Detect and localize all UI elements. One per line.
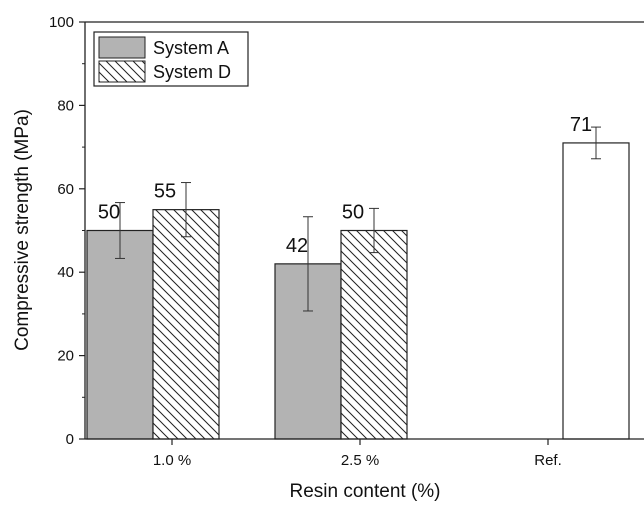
x-axis-title: Resin content (%) [289,481,440,502]
x-tick-label: 1.0 % [153,452,191,469]
bars-layer [86,142,630,440]
axes: 0 20 40 60 80 100 1.0 % 2.5 % Ref. [49,14,644,469]
data-label: 50 [98,202,120,224]
y-tick-label: 60 [57,181,74,198]
bar [86,229,154,440]
y-tick-label: 80 [57,97,74,114]
data-label: 50 [342,202,364,224]
legend-swatch-system-d [98,60,146,83]
data-label: 55 [154,181,176,203]
data-label: 42 [286,235,308,257]
bar [562,142,630,440]
y-axis-title: Compressive strength (MPa) [12,109,33,351]
legend: System A System D [93,31,249,87]
legend-swatch-system-a [98,36,146,59]
error-bars-layer [115,126,601,312]
data-labels-layer: 50 55 42 50 71 [98,114,592,257]
y-tick-label: 100 [49,14,74,31]
x-tick-label: 2.5 % [341,452,379,469]
y-tick-label: 20 [57,348,74,365]
legend-label-system-a: System A [153,38,229,58]
x-tick-label: Ref. [534,452,562,469]
legend-label-system-d: System D [153,62,231,82]
y-tick-label: 0 [66,431,74,448]
y-tick-label: 40 [57,264,74,281]
data-label: 71 [570,114,592,136]
bar [152,209,220,440]
bar [340,229,408,440]
